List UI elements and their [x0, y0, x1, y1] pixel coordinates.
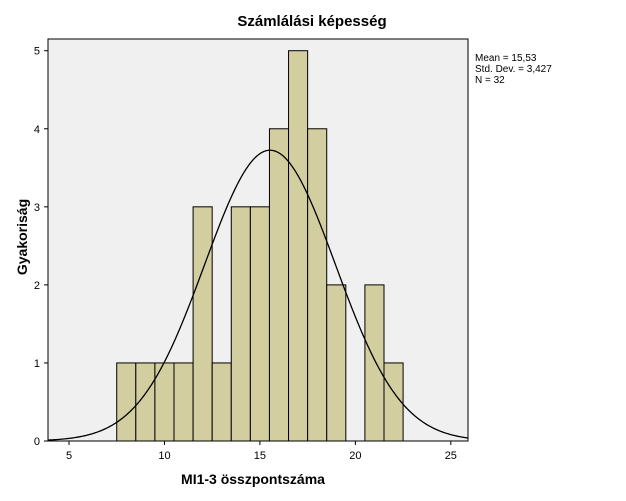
histogram-bar: [249, 206, 270, 442]
y-axis-title: Gyakoriság: [14, 199, 30, 275]
y-tick-label: 2: [34, 280, 40, 292]
stats-mean: Mean = 15,53: [475, 53, 537, 64]
chart-title: Számlálási képesség: [237, 13, 386, 30]
histogram-bar: [211, 362, 232, 442]
y-tick-label: 0: [34, 436, 40, 448]
stats-std-dev: Std. Dev. = 3,427: [475, 64, 552, 75]
x-axis-title: MI1-3 összpontszáma: [181, 471, 325, 487]
y-axis-ticks: 0 1 2 3 4 5: [34, 46, 48, 448]
histogram-bar: [230, 206, 251, 442]
x-tick-label: 10: [158, 450, 170, 462]
histogram-bars: [116, 50, 404, 442]
histogram-bar: [326, 284, 347, 442]
x-tick-label: 25: [445, 450, 457, 462]
y-tick-label: 1: [34, 358, 40, 370]
histogram-bar: [268, 128, 290, 442]
histogram-bar: [192, 206, 213, 442]
normal-curve: [47, 149, 469, 441]
histogram-bar: [288, 50, 309, 442]
histogram-bar: [116, 362, 137, 442]
y-tick-label: 5: [34, 46, 40, 58]
stats-n: N = 32: [475, 75, 505, 86]
histogram-bar: [383, 362, 404, 442]
x-axis-ticks: 5 10 15 20 25: [66, 441, 457, 462]
y-tick-label: 3: [34, 202, 40, 214]
x-tick-label: 5: [66, 450, 72, 462]
histogram-bar: [173, 362, 194, 442]
histogram-bar: [307, 128, 328, 442]
y-tick-label: 4: [34, 124, 40, 136]
histogram-bar: [364, 284, 385, 442]
x-tick-label: 20: [349, 450, 361, 462]
x-tick-label: 15: [254, 450, 266, 462]
stats-box: Mean = 15,53 Std. Dev. = 3,427 N = 32: [475, 53, 552, 86]
